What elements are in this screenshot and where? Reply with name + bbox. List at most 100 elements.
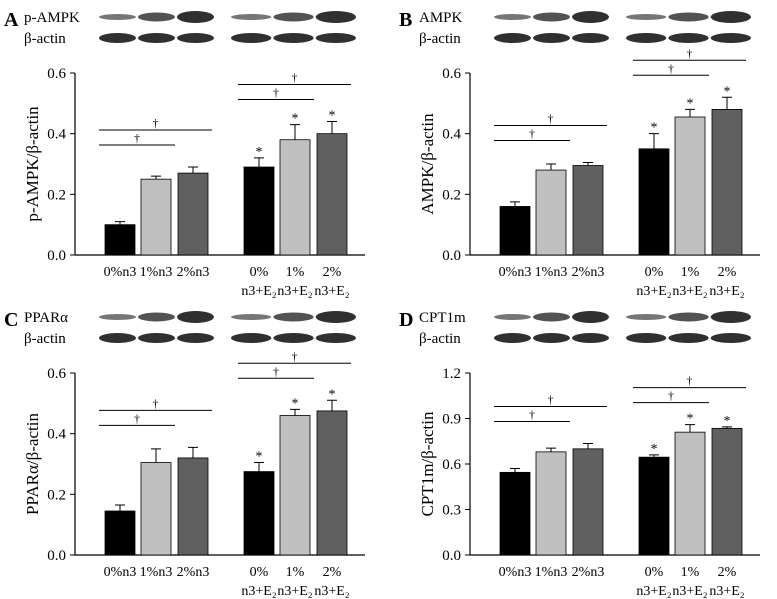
bar — [177, 457, 209, 556]
bar — [499, 471, 531, 556]
significance-dagger: † — [153, 396, 159, 410]
x-tick-label: 1%n3 — [535, 565, 568, 580]
error-bar — [115, 221, 125, 225]
error-bar — [649, 454, 659, 458]
blot-label: β-actin — [24, 31, 66, 47]
blot-band — [273, 33, 314, 43]
significance-star: * — [256, 449, 263, 464]
error-bar — [327, 399, 337, 411]
bar — [177, 172, 209, 256]
significance-dagger: † — [153, 116, 159, 130]
blot-band — [138, 312, 175, 322]
x-tick-label: 1% n3+E₂ — [672, 565, 707, 599]
error-bar — [583, 161, 593, 166]
bar — [572, 448, 604, 556]
y-axis-label: CPT1m/β-actin — [418, 411, 437, 516]
x-tick-label: 0% n3+E₂ — [241, 565, 276, 599]
y-axis-label: PPARα/β-actin — [23, 413, 42, 515]
significance-dagger: † — [529, 408, 535, 422]
blot-label: β-actin — [419, 31, 461, 47]
y-tick-label: 0.6 — [442, 457, 461, 473]
significance-dagger: † — [548, 111, 554, 125]
significance-star: * — [687, 96, 694, 111]
y-tick-label: 0.2 — [47, 487, 66, 503]
y-axis-label: p-AMPK/β-actin — [23, 106, 42, 222]
significance-star: * — [329, 387, 336, 402]
significance-star: * — [292, 112, 299, 127]
blot-band — [231, 314, 272, 320]
y-tick-label: 0.6 — [47, 366, 66, 382]
blot-band — [231, 14, 272, 20]
bar — [140, 462, 172, 556]
error-bar — [722, 96, 732, 110]
bar — [572, 165, 604, 256]
blot-band — [273, 333, 314, 343]
error-bar — [722, 426, 732, 429]
error-bar — [290, 408, 300, 416]
blot-band — [572, 11, 609, 23]
blot-band — [138, 333, 175, 343]
x-tick-label: 1%n3 — [140, 265, 173, 280]
blot-band — [494, 14, 531, 20]
error-bar — [649, 133, 659, 149]
error-bar — [685, 424, 695, 433]
blot-band — [99, 14, 136, 20]
panel: C PPARα β-actin 0.0 0.2 0.4 0.6 PPARα/β-actin 0%… — [4, 309, 365, 599]
x-tick-label: 2% n3+E₂ — [314, 565, 349, 599]
significance-dagger: † — [529, 126, 535, 140]
blot-band — [494, 33, 531, 43]
blot-band — [138, 12, 175, 22]
bar — [104, 510, 136, 556]
y-tick-label: 0.0 — [442, 248, 461, 264]
blot-band — [177, 33, 214, 43]
panel: D CPT1m β-actin 0.0 0.3 0.6 0.9 1.2 CPT1m/β-acti… — [399, 309, 760, 599]
x-tick-label: 2%n3 — [572, 565, 605, 580]
y-tick-label: 0.6 — [47, 66, 66, 82]
bar — [243, 166, 275, 256]
x-tick-label: 1% n3+E₂ — [277, 265, 312, 299]
blot-band — [138, 33, 175, 43]
y-tick-label: 0.4 — [47, 127, 66, 143]
blot-band — [572, 311, 609, 323]
y-tick-label: 0.4 — [442, 127, 461, 143]
blot-band — [533, 33, 570, 43]
blot-label: CPT1m — [419, 310, 466, 326]
blot-band — [710, 11, 751, 23]
blot-band — [533, 312, 570, 322]
error-bar — [254, 157, 264, 168]
significance-star: * — [724, 84, 731, 99]
x-tick-label: 2%n3 — [177, 265, 210, 280]
x-tick-label: 0%n3 — [499, 565, 532, 580]
error-bar — [254, 461, 264, 472]
blot-band — [231, 33, 272, 43]
x-tick-label: 2% n3+E₂ — [709, 265, 744, 299]
significance-star: * — [724, 414, 731, 429]
blot-band — [626, 14, 667, 20]
y-tick-label: 0.3 — [442, 503, 461, 519]
significance-star: * — [651, 121, 658, 136]
error-bar — [510, 468, 520, 473]
bar — [638, 148, 670, 256]
significance-dagger: † — [668, 61, 674, 75]
y-tick-label: 0.0 — [47, 248, 66, 264]
significance-star: * — [256, 145, 263, 160]
significance-dagger: † — [548, 393, 554, 407]
error-bar — [546, 163, 556, 171]
significance-dagger: † — [292, 71, 298, 85]
blot-band — [710, 333, 751, 343]
blot-band — [273, 312, 314, 322]
bar — [279, 415, 311, 556]
y-tick-label: 0.0 — [442, 548, 461, 564]
x-tick-label: 0% n3+E₂ — [636, 565, 671, 599]
blot-band — [668, 12, 709, 22]
significance-dagger: † — [292, 349, 298, 363]
error-bar — [327, 121, 337, 134]
blot-band — [99, 33, 136, 43]
bar — [535, 169, 567, 256]
error-bar — [510, 201, 520, 207]
x-tick-label: 0%n3 — [104, 265, 137, 280]
blot-band — [668, 33, 709, 43]
blot-band — [231, 333, 272, 343]
significance-dagger: † — [687, 374, 693, 388]
